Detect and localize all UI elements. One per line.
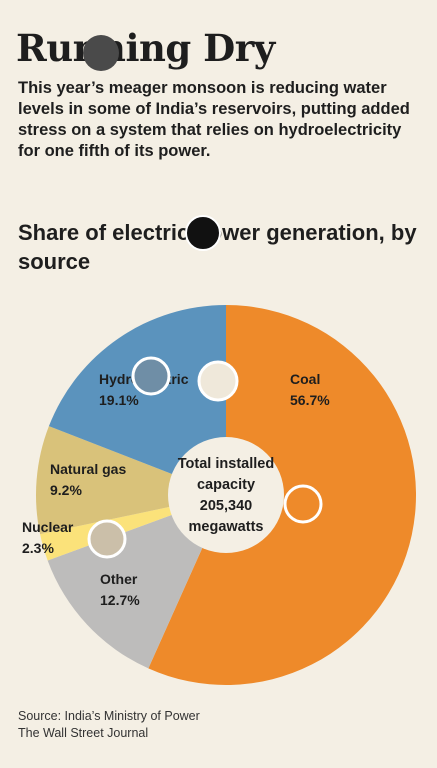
headline: Running Dry [16, 26, 275, 70]
redaction-circle [89, 521, 125, 557]
slice-value-label: 9.2% [50, 482, 82, 498]
center-label-line: megawatts [189, 519, 264, 535]
source-note: Source: India’s Ministry of Power The Wa… [18, 708, 200, 742]
center-label-line: capacity [197, 477, 255, 493]
redaction-circle [285, 486, 321, 522]
center-label-line: Total installed [178, 456, 274, 472]
center-hole [168, 437, 284, 553]
slice-value-label: 19.1% [99, 392, 139, 408]
dek-text: This year’s meager monsoon is reducing w… [18, 78, 418, 162]
slice-label: Nuclear [22, 519, 74, 535]
redaction-circle [133, 358, 169, 394]
chart-title: Share of electric power generation, by s… [18, 218, 428, 276]
slice-value-label: 12.7% [100, 592, 140, 608]
slice-label: Other [100, 571, 138, 587]
slice-label: Coal [290, 371, 320, 387]
publisher-line: The Wall Street Journal [18, 725, 200, 742]
redaction-dot [83, 35, 119, 71]
source-line: Source: India’s Ministry of Power [18, 708, 200, 725]
redaction-circle [199, 362, 237, 400]
slice-label: Natural gas [50, 461, 126, 477]
pie-chart: Total installedcapacity205,340megawatts … [0, 280, 437, 700]
slice-value-label: 56.7% [290, 392, 330, 408]
slice-value-label: 2.3% [22, 540, 54, 556]
redaction-dot [185, 215, 221, 251]
center-label-line: 205,340 [200, 498, 252, 514]
